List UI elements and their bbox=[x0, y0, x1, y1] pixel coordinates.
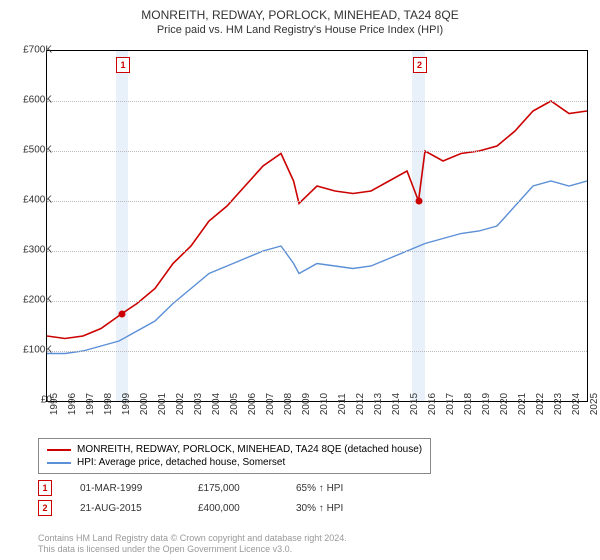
x-axis-label: 2015 bbox=[409, 393, 420, 415]
y-axis-label: £700K bbox=[12, 45, 52, 56]
footer-line-2: This data is licensed under the Open Gov… bbox=[38, 544, 347, 556]
x-axis-label: 2011 bbox=[337, 393, 348, 415]
chart-container: MONREITH, REDWAY, PORLOCK, MINEHEAD, TA2… bbox=[0, 0, 600, 560]
y-axis-label: £100K bbox=[12, 345, 52, 356]
x-axis-label: 2020 bbox=[499, 393, 510, 415]
x-axis-label: 2009 bbox=[301, 393, 312, 415]
x-axis-label: 1995 bbox=[49, 393, 60, 415]
x-axis-label: 2005 bbox=[229, 393, 240, 415]
x-axis-label: 2012 bbox=[355, 393, 366, 415]
x-axis-label: 2019 bbox=[481, 393, 492, 415]
series-hpi bbox=[47, 181, 587, 354]
x-axis-label: 2004 bbox=[211, 393, 222, 415]
x-axis-label: 2010 bbox=[319, 393, 330, 415]
sale-dot-2 bbox=[415, 198, 422, 205]
chart-plot-area: 12 bbox=[46, 50, 588, 402]
footer-attribution: Contains HM Land Registry data © Crown c… bbox=[38, 533, 347, 556]
x-axis-label: 2006 bbox=[247, 393, 258, 415]
x-axis-label: 2023 bbox=[553, 393, 564, 415]
x-axis-label: 2016 bbox=[427, 393, 438, 415]
y-axis-label: £500K bbox=[12, 145, 52, 156]
chart-subtitle: Price paid vs. HM Land Registry's House … bbox=[0, 22, 600, 36]
y-axis-label: £600K bbox=[12, 95, 52, 106]
x-axis-label: 1999 bbox=[121, 393, 132, 415]
x-axis-label: 2008 bbox=[283, 393, 294, 415]
sale-row-2: 221-AUG-2015£400,00030% ↑ HPI bbox=[38, 500, 343, 516]
y-axis-label: £300K bbox=[12, 245, 52, 256]
x-axis-label: 1997 bbox=[85, 393, 96, 415]
x-axis-label: 2025 bbox=[589, 393, 600, 415]
x-axis-label: 2013 bbox=[373, 393, 384, 415]
x-axis-label: 2003 bbox=[193, 393, 204, 415]
x-axis-label: 2000 bbox=[139, 393, 150, 415]
y-axis-label: £200K bbox=[12, 295, 52, 306]
x-axis-label: 1998 bbox=[103, 393, 114, 415]
chart-lines bbox=[47, 51, 587, 401]
sale-marker-1: 1 bbox=[116, 57, 130, 73]
x-axis-label: 2001 bbox=[157, 393, 168, 415]
x-axis-label: 1996 bbox=[67, 393, 78, 415]
sale-dot-1 bbox=[119, 310, 126, 317]
x-axis-label: 2014 bbox=[391, 393, 402, 415]
legend-item-property: MONREITH, REDWAY, PORLOCK, MINEHEAD, TA2… bbox=[47, 443, 422, 456]
x-axis-label: 2021 bbox=[517, 393, 528, 415]
x-axis-label: 2024 bbox=[571, 393, 582, 415]
x-axis-label: 2002 bbox=[175, 393, 186, 415]
legend: MONREITH, REDWAY, PORLOCK, MINEHEAD, TA2… bbox=[38, 438, 431, 474]
y-axis-label: £400K bbox=[12, 195, 52, 206]
x-axis-label: 2017 bbox=[445, 393, 456, 415]
y-axis-label: £0 bbox=[12, 395, 52, 406]
legend-item-hpi: HPI: Average price, detached house, Some… bbox=[47, 456, 422, 469]
footer-line-1: Contains HM Land Registry data © Crown c… bbox=[38, 533, 347, 545]
series-property bbox=[47, 101, 587, 339]
sale-row-1: 101-MAR-1999£175,00065% ↑ HPI bbox=[38, 480, 343, 496]
sale-marker-2: 2 bbox=[413, 57, 427, 73]
x-axis-label: 2018 bbox=[463, 393, 474, 415]
x-axis-label: 2007 bbox=[265, 393, 276, 415]
chart-title: MONREITH, REDWAY, PORLOCK, MINEHEAD, TA2… bbox=[0, 0, 600, 22]
x-axis-label: 2022 bbox=[535, 393, 546, 415]
